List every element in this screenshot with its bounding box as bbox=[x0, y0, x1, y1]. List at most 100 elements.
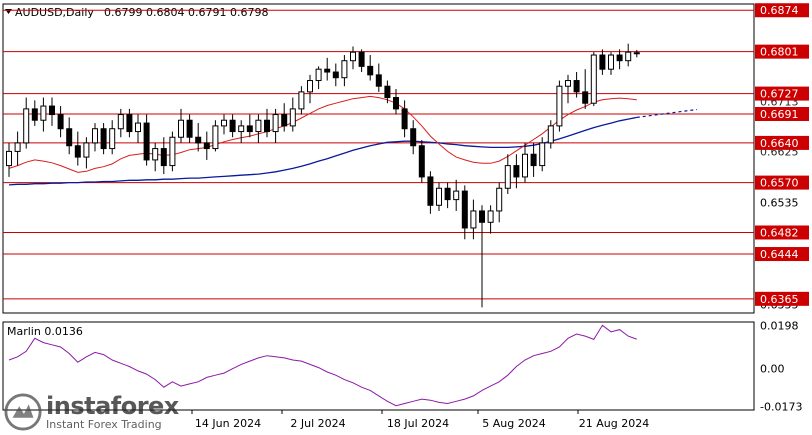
bearish-candle bbox=[31, 108, 38, 121]
level-label-box bbox=[755, 291, 809, 306]
main-price-panel: AUDUSD,Daily 0.6799 0.6804 0.6791 0.6798 0… bbox=[2, 3, 809, 314]
slow-ma-projection-line bbox=[636, 108, 698, 118]
main-panel-frame bbox=[2, 3, 755, 314]
bearish-candle bbox=[461, 190, 468, 229]
bullish-candle bbox=[556, 85, 563, 127]
bullish-candle bbox=[152, 148, 159, 161]
bullish-candle bbox=[565, 80, 571, 87]
level-label: 0.6801 bbox=[760, 46, 799, 59]
level-label: 0.6874 bbox=[760, 4, 799, 17]
bearish-candle bbox=[367, 65, 374, 76]
marlin-indicator-panel: Marlin 0.0136 0.0198 0.00 -0.0173 14 Jun 202… bbox=[2, 320, 802, 430]
bearish-candle bbox=[444, 187, 451, 201]
bearish-candle bbox=[332, 71, 339, 79]
symbol-label: AUDUSD,Daily bbox=[15, 6, 94, 19]
bullish-candle bbox=[487, 210, 494, 223]
level-label-box bbox=[755, 175, 809, 190]
bearish-candle bbox=[324, 68, 331, 73]
bullish-candle bbox=[608, 54, 614, 70]
bearish-candle bbox=[246, 125, 253, 133]
bullish-candle bbox=[453, 190, 460, 201]
bullish-candle bbox=[169, 136, 176, 167]
level-label: 0.6727 bbox=[760, 88, 799, 101]
bullish-candle bbox=[40, 105, 47, 121]
bearish-candle bbox=[375, 74, 382, 87]
indicator-y-tick: -0.0173 bbox=[760, 400, 802, 413]
bearish-candle bbox=[126, 114, 133, 133]
bullish-candle bbox=[298, 91, 305, 110]
bullish-candle bbox=[255, 119, 262, 133]
bullish-candle bbox=[135, 122, 141, 133]
bearish-candle bbox=[100, 128, 107, 150]
level-label-box bbox=[755, 86, 809, 101]
bullish-candle bbox=[289, 108, 296, 127]
bearish-candle bbox=[143, 122, 150, 161]
bullish-candle bbox=[23, 108, 30, 144]
level-label-box bbox=[755, 135, 809, 150]
level-label: 0.6640 bbox=[760, 137, 799, 150]
bearish-candle bbox=[203, 142, 210, 150]
bullish-candle bbox=[212, 125, 219, 150]
level-label: 0.6444 bbox=[760, 248, 799, 261]
bullish-candle bbox=[14, 142, 21, 152]
bearish-candle bbox=[633, 52, 640, 55]
bearish-candle bbox=[66, 128, 73, 147]
bearish-candle bbox=[410, 128, 417, 147]
level-label-box bbox=[755, 247, 809, 262]
bullish-candle bbox=[221, 119, 227, 127]
bullish-candle bbox=[117, 114, 124, 130]
indicator-y-tick: 0.00 bbox=[760, 363, 785, 376]
bearish-candle bbox=[358, 51, 365, 67]
bearish-candle bbox=[384, 85, 391, 99]
x-tick-label: 5 Aug 2024 bbox=[482, 417, 545, 430]
indicator-label: Marlin 0.0136 bbox=[7, 325, 83, 338]
bullish-candle bbox=[590, 54, 597, 104]
bearish-candle bbox=[195, 136, 202, 144]
bearish-candle bbox=[49, 105, 55, 116]
bullish-candle bbox=[109, 128, 116, 150]
level-label: 0.6365 bbox=[760, 293, 799, 306]
bearish-candle bbox=[418, 145, 425, 178]
bullish-candle bbox=[496, 187, 503, 212]
bearish-candle bbox=[264, 119, 270, 133]
bearish-candle bbox=[160, 148, 167, 167]
x-tick-label: 18 Jul 2024 bbox=[387, 417, 449, 430]
bullish-candle bbox=[470, 210, 477, 229]
bearish-candle bbox=[229, 119, 236, 133]
bearish-candle bbox=[57, 114, 64, 130]
bearish-candle bbox=[479, 210, 485, 223]
bullish-candle bbox=[539, 142, 546, 167]
y-tick-label: 0.6535 bbox=[760, 196, 799, 209]
bullish-candle bbox=[83, 142, 90, 158]
bearish-candle bbox=[582, 91, 589, 104]
x-tick-label: 2 Jul 2024 bbox=[290, 417, 345, 430]
level-label-box bbox=[755, 3, 809, 18]
indicator-y-tick: 0.0198 bbox=[760, 320, 799, 333]
bearish-candle bbox=[599, 54, 606, 70]
instaforex-logo-icon bbox=[4, 393, 42, 431]
bullish-candle bbox=[6, 150, 12, 167]
bullish-candle bbox=[436, 187, 442, 206]
bullish-candle bbox=[92, 128, 98, 144]
level-label: 0.6570 bbox=[760, 177, 799, 190]
bearish-candle bbox=[186, 119, 193, 138]
bullish-candle bbox=[315, 68, 322, 82]
ohlc-values: 0.6799 0.6804 0.6791 0.6798 bbox=[104, 6, 268, 19]
indicator-panel-frame bbox=[2, 321, 755, 411]
bullish-candle bbox=[504, 165, 511, 189]
bearish-candle bbox=[74, 145, 81, 158]
bearish-candle bbox=[513, 165, 520, 178]
bullish-candle bbox=[350, 51, 356, 62]
slow-moving-average-line bbox=[8, 116, 637, 186]
marlin-oscillator-line bbox=[8, 324, 637, 407]
level-label: 0.6691 bbox=[760, 108, 799, 121]
bearish-candle bbox=[281, 114, 288, 127]
bearish-candle bbox=[573, 80, 580, 93]
level-label-box bbox=[755, 106, 809, 121]
bearish-candle bbox=[393, 97, 399, 110]
bullish-candle bbox=[307, 80, 313, 93]
x-tick-label: 14 Jun 2024 bbox=[195, 417, 261, 430]
bearish-candle bbox=[401, 108, 408, 130]
bullish-candle bbox=[178, 119, 184, 138]
